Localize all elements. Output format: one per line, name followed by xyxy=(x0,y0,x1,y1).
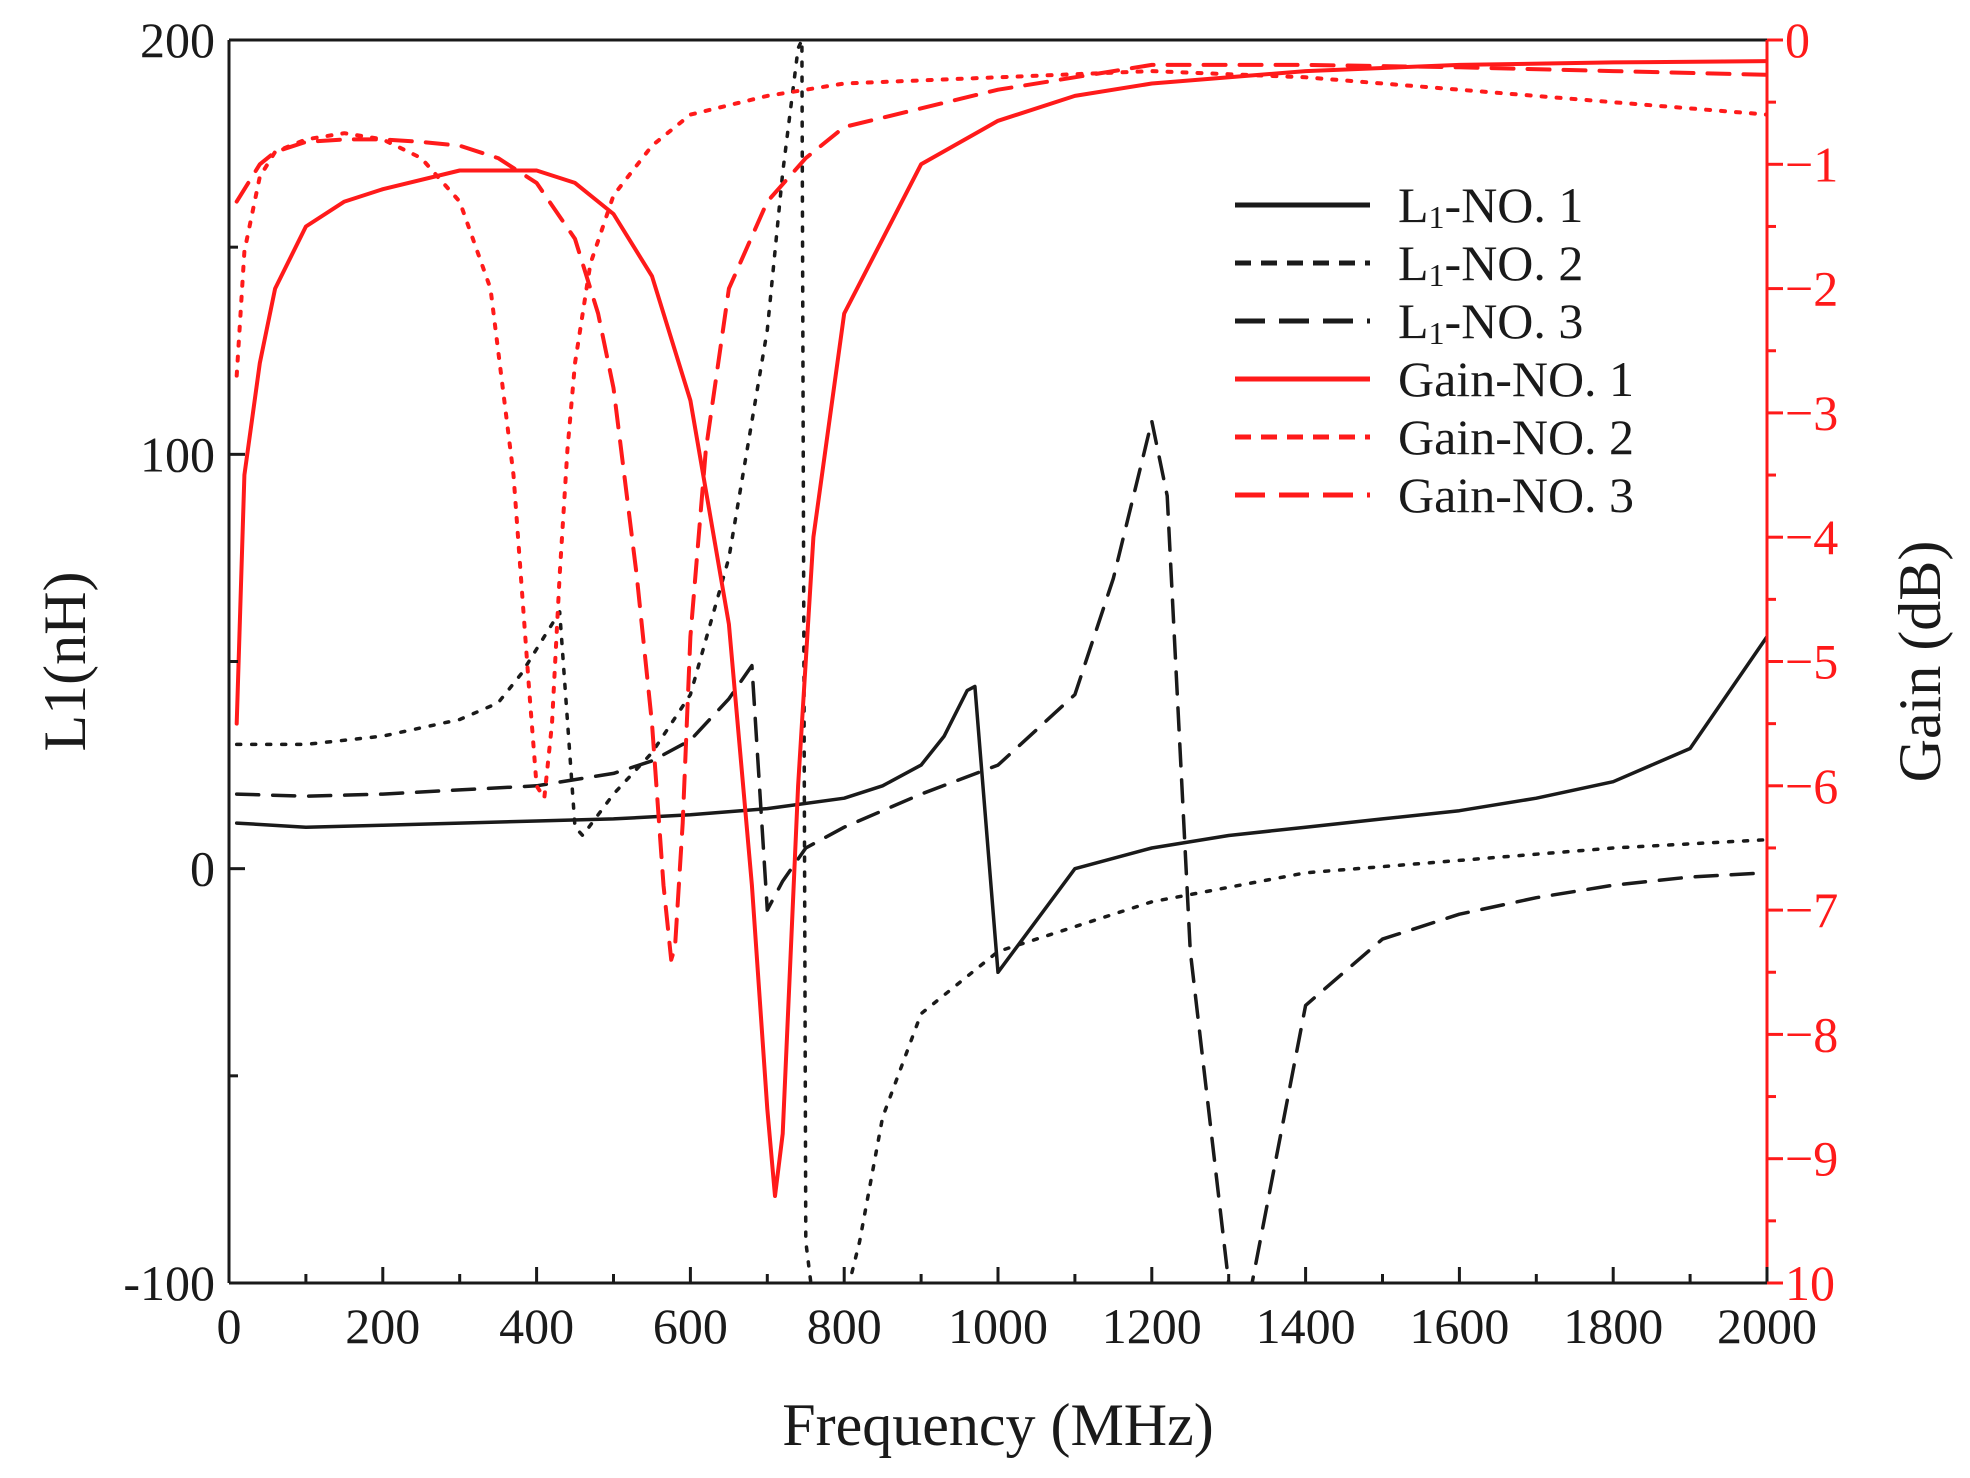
plot-series-group xyxy=(234,40,1767,1283)
x-tick-label: 2000 xyxy=(1717,1298,1817,1354)
x-tick-label: 400 xyxy=(499,1298,574,1354)
y-left-tick-label: -100 xyxy=(123,1255,215,1311)
legend-label: Gain-NO. 1 xyxy=(1398,351,1634,407)
y-left-tick-label: 100 xyxy=(140,426,215,482)
ticks-group: 0 200 400 600 800 1000 1200 1400 1600 1800 2000-10… xyxy=(123,12,1838,1354)
x-tick-label: 1000 xyxy=(948,1298,1048,1354)
x-tick-label: 1600 xyxy=(1409,1298,1509,1354)
x-axis-title: Frequency (MHz) xyxy=(782,1392,1214,1458)
y-right-tick-label: −2 xyxy=(1785,261,1838,317)
y-right-tick-label: −3 xyxy=(1785,385,1838,441)
y-right-tick-label: −9 xyxy=(1785,1131,1838,1187)
y-right-tick-label: −1 xyxy=(1785,136,1838,192)
legend-label: L1-NO. 3 xyxy=(1398,293,1583,351)
y-left-tick-label: 0 xyxy=(190,841,215,897)
series-line-l1-no-2 xyxy=(234,40,1767,1283)
series-line-gain-no-1 xyxy=(234,59,1767,1198)
x-tick-label: 1400 xyxy=(1256,1298,1356,1354)
y-axis-right-title: Gain (dB) xyxy=(1887,541,1953,783)
y-right-tick-label: −5 xyxy=(1785,634,1838,690)
y-right-tick-label: 10 xyxy=(1785,1255,1835,1311)
y-right-tick-label: −6 xyxy=(1785,758,1838,814)
y-axis-left-title: L1(nH) xyxy=(32,572,98,752)
y-right-tick-label: −7 xyxy=(1785,882,1838,938)
series-line-gain-no-3 xyxy=(234,62,1767,962)
series-line-l1-no-3 xyxy=(234,419,1767,1283)
series-line-l1-no-1 xyxy=(234,634,1767,975)
legend-label: L1-NO. 1 xyxy=(1398,177,1583,235)
x-tick-label: 1800 xyxy=(1563,1298,1663,1354)
x-tick-label: 600 xyxy=(653,1298,728,1354)
y-right-tick-label: −4 xyxy=(1785,509,1838,565)
y-left-tick-label: 200 xyxy=(140,12,215,68)
legend-label: L1-NO. 2 xyxy=(1398,235,1583,293)
x-tick-label: 200 xyxy=(345,1298,420,1354)
legend-label: Gain-NO. 2 xyxy=(1398,409,1634,465)
y-right-tick-label: −8 xyxy=(1785,1006,1838,1062)
x-tick-label: 800 xyxy=(807,1298,882,1354)
y-right-tick-label: 0 xyxy=(1785,12,1810,68)
legend-label: Gain-NO. 3 xyxy=(1398,467,1634,523)
x-tick-label: 1200 xyxy=(1102,1298,1202,1354)
x-tick-label: 0 xyxy=(217,1298,242,1354)
